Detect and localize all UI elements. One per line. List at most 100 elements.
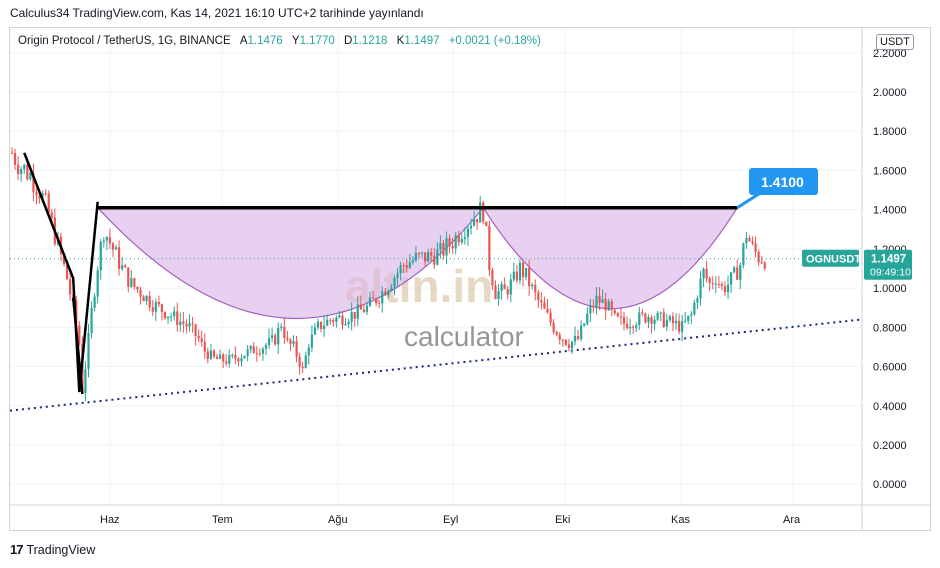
- candle-body: [469, 225, 473, 229]
- candle-body: [173, 311, 176, 317]
- candle-body: [430, 252, 433, 256]
- symbol-tag-label: OGNUSDT: [806, 254, 861, 266]
- candle-body: [662, 312, 665, 327]
- candle-body: [408, 262, 411, 268]
- open-value: 1.1476: [247, 35, 283, 47]
- candle-body: [249, 346, 252, 350]
- candle-body: [381, 291, 384, 304]
- candle-body: [733, 267, 736, 273]
- candle-body: [671, 316, 675, 324]
- candle-body: [402, 265, 405, 267]
- candle-body: [283, 326, 286, 338]
- open-label: A: [239, 35, 248, 47]
- candle-body: [393, 277, 396, 288]
- candle-body: [613, 309, 616, 314]
- symbol-name: Origin Protocol / TetherUS, 1G, BINANCE: [18, 35, 231, 47]
- candle-body: [292, 341, 295, 344]
- candle-body: [436, 249, 439, 265]
- candle-body: [641, 312, 644, 314]
- candle-body: [231, 354, 234, 356]
- candle-body: [589, 305, 592, 314]
- candle-body: [240, 358, 243, 362]
- candle-body: [10, 152, 14, 154]
- cup-pattern-right: [482, 207, 739, 310]
- symbol-tag: [802, 249, 859, 267]
- candle-body: [537, 292, 540, 301]
- low-label: D: [343, 35, 353, 47]
- candle-body: [616, 313, 619, 317]
- candle-body: [714, 283, 717, 285]
- candle-body: [166, 316, 170, 319]
- y-tick-label: 2.0000: [873, 87, 907, 99]
- drawn-trend-line: [71, 297, 84, 395]
- candle-body: [512, 271, 515, 280]
- candle-body: [139, 289, 142, 297]
- last-price-value: 1.1497: [871, 254, 906, 266]
- candle-body: [427, 252, 430, 262]
- candle-body: [47, 193, 50, 213]
- candle-body: [577, 335, 580, 340]
- x-tick-label: Eyl: [443, 514, 458, 526]
- y-tick-label: 0.6000: [873, 362, 907, 374]
- watermark-sub: calculator: [404, 321, 524, 352]
- candle-body: [151, 307, 154, 312]
- candle-body: [693, 302, 696, 315]
- candle-body: [711, 282, 714, 285]
- candle-body: [176, 311, 179, 326]
- candle-body: [509, 279, 512, 295]
- candle-body: [476, 219, 479, 223]
- candle-body: [142, 296, 145, 302]
- candle-body: [194, 324, 197, 336]
- close-value: 1.1497: [404, 35, 440, 47]
- candle-body: [690, 314, 693, 316]
- candle-body: [160, 304, 164, 312]
- candle-body: [267, 338, 271, 346]
- candle-body: [567, 344, 571, 349]
- candle-body: [130, 278, 133, 287]
- candle-body: [35, 191, 38, 196]
- support-trendline: [9, 318, 863, 412]
- candle-body: [665, 320, 668, 327]
- candle-body: [206, 351, 209, 359]
- candle-body: [157, 301, 160, 305]
- high-value: 1.1770: [299, 35, 335, 47]
- candle-body: [191, 323, 194, 325]
- candle-body: [592, 305, 595, 308]
- candle-body: [466, 228, 470, 237]
- x-tick-label: Eki: [555, 514, 570, 526]
- candle-body: [23, 164, 26, 170]
- candle-body: [558, 334, 561, 340]
- x-tick-label: Ara: [783, 514, 801, 526]
- candle-body: [121, 265, 124, 269]
- candle-body: [534, 284, 537, 293]
- candle-body: [595, 295, 598, 308]
- candle-body: [601, 299, 604, 303]
- close-label: K: [396, 35, 405, 47]
- candle-body: [261, 348, 265, 354]
- candle-body: [726, 284, 730, 292]
- candle-body: [518, 262, 522, 281]
- candle-body: [564, 339, 567, 345]
- candle-body: [108, 237, 112, 244]
- candle-body: [17, 164, 20, 175]
- tradingview-logo-icon: 17: [10, 542, 24, 557]
- last-price-tag: [864, 249, 912, 280]
- candle-body: [69, 279, 72, 295]
- candle-body: [570, 341, 574, 349]
- candle-body: [225, 361, 228, 364]
- candle-body: [414, 253, 418, 261]
- candle-body: [451, 245, 454, 249]
- candle-body: [13, 153, 17, 165]
- y-tick-label: 0.2000: [873, 440, 907, 452]
- candle-body: [748, 237, 751, 242]
- candle-body: [500, 284, 503, 291]
- currency-button[interactable]: USDT: [876, 34, 914, 50]
- candle-body: [359, 304, 362, 310]
- chart-frame: [9, 27, 931, 531]
- candle-body: [659, 312, 662, 314]
- candle-body: [319, 321, 323, 330]
- candle-body: [555, 332, 558, 335]
- candle-body: [699, 278, 702, 299]
- candle-body: [65, 264, 69, 280]
